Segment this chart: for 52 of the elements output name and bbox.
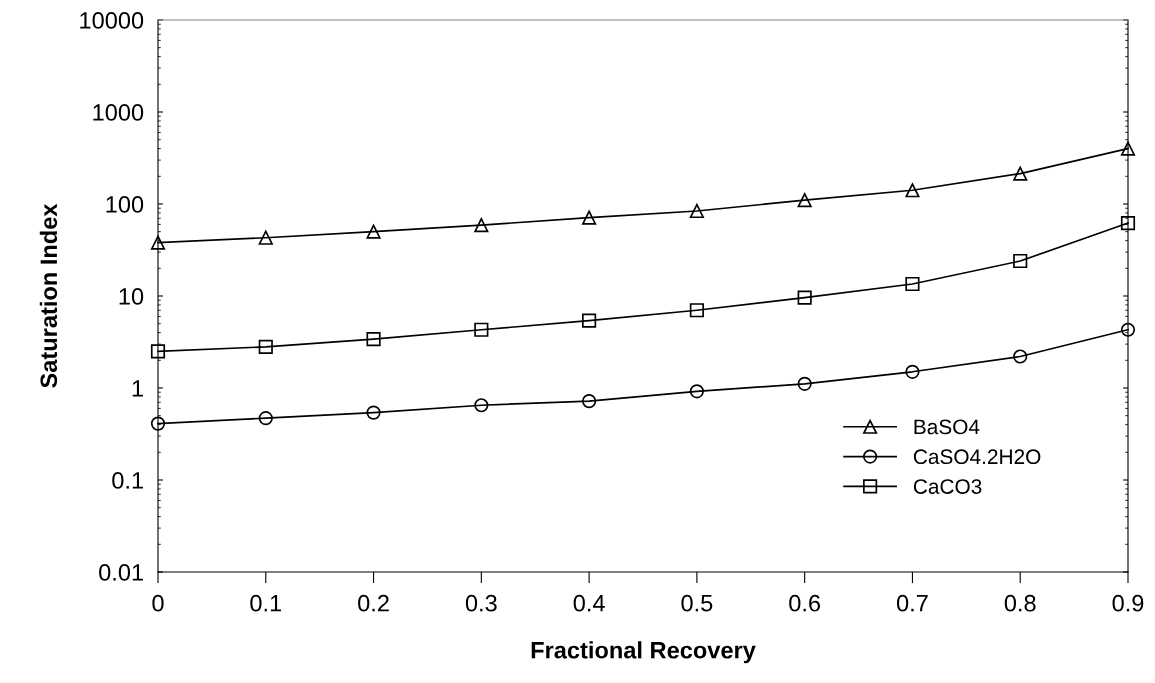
point	[258, 411, 273, 426]
y-tick-label: 1	[132, 380, 143, 397]
legend-label: BaSO4	[914, 419, 980, 435]
y-tick-label: 10	[119, 288, 144, 305]
legend-label: CaSO4.2H2O	[913, 449, 1041, 465]
point	[258, 230, 273, 245]
x-tick-label: 0.1	[250, 594, 282, 612]
x-axis-title: Fractional Recovery	[531, 641, 756, 664]
x-tick-label: 0.5	[681, 594, 713, 612]
x-tick-label: 0.6	[789, 594, 821, 612]
legend-label: CaCO3	[913, 479, 982, 494]
point	[582, 394, 597, 409]
point	[150, 235, 166, 250]
x-tick-label: 0.2	[358, 594, 389, 612]
point	[1120, 216, 1136, 231]
point	[689, 384, 704, 399]
point	[689, 203, 704, 219]
x-tick-label: 0.9	[1112, 594, 1144, 612]
point	[474, 398, 489, 413]
point	[797, 376, 812, 391]
x-tick-label: 0.8	[1004, 594, 1036, 612]
point	[366, 224, 381, 239]
point	[1013, 349, 1028, 364]
point	[150, 344, 166, 359]
y-tick-label: 0.01	[99, 564, 143, 581]
point	[1120, 322, 1136, 337]
y-tick-label: 1000	[93, 104, 144, 121]
point	[797, 290, 812, 305]
point	[474, 217, 489, 233]
y-tick-label: 10000	[80, 12, 144, 29]
y-tick-label: 0.1	[112, 472, 143, 489]
point	[1013, 166, 1028, 181]
y-tick-label: 100	[106, 196, 144, 213]
point	[474, 322, 489, 337]
x-tick-label: 0.3	[465, 594, 497, 612]
point	[689, 303, 704, 318]
y-axis-title: Saturation Index	[39, 203, 58, 388]
x-tick-label: 0.4	[573, 594, 605, 612]
point	[150, 416, 166, 431]
point	[797, 193, 812, 208]
point	[905, 364, 920, 379]
point	[1013, 253, 1028, 269]
point	[366, 405, 381, 420]
point	[905, 276, 920, 292]
point	[905, 183, 920, 198]
point	[582, 313, 597, 328]
point	[582, 210, 597, 225]
point	[1120, 141, 1136, 156]
x-tick-label: 0	[152, 594, 164, 612]
x-tick-label: 0.7	[896, 594, 928, 612]
point	[366, 332, 381, 347]
point	[258, 339, 273, 354]
